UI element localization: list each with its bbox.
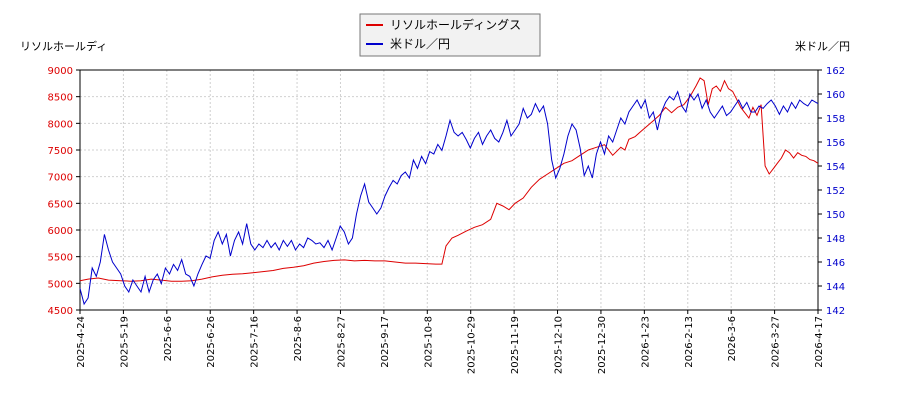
x-tick-label: 2026-3-27 bbox=[771, 316, 782, 368]
left-tick-label: 7500 bbox=[48, 146, 73, 157]
legend-label-1: 米ドル／円 bbox=[390, 37, 450, 51]
left-tick-label: 8500 bbox=[48, 93, 73, 104]
series-line-0 bbox=[79, 77, 819, 282]
x-tick-label: 2025-5-19 bbox=[119, 316, 130, 368]
left-axis-title: リソルホールディ bbox=[20, 39, 107, 53]
series-layer bbox=[79, 77, 819, 306]
legend-label-0: リソルホールディングス bbox=[390, 17, 521, 32]
x-tick-label: 2025-10-29 bbox=[467, 316, 478, 374]
x-tick-label: 2025-6-26 bbox=[206, 316, 217, 368]
left-tick-label: 6000 bbox=[48, 226, 73, 237]
x-tick-label: 2025-4-24 bbox=[76, 316, 87, 368]
right-tick-label: 150 bbox=[826, 210, 845, 221]
x-tick-label: 2025-6-6 bbox=[163, 316, 174, 361]
series-line-1 bbox=[79, 90, 819, 306]
right-tick-label: 146 bbox=[826, 258, 845, 269]
right-tick-label: 158 bbox=[826, 114, 845, 125]
right-axis-ticks: 142 144 146 148 150 152 154 156 158 160 162 bbox=[818, 66, 845, 317]
x-tick-label: 2025-10-8 bbox=[423, 316, 434, 368]
x-tick-label: 2025-9-17 bbox=[380, 316, 391, 368]
grid bbox=[79, 69, 819, 311]
right-tick-label: 142 bbox=[826, 306, 845, 317]
x-tick-label: 2025-7-16 bbox=[250, 316, 261, 368]
x-tick-label: 2025-8-27 bbox=[336, 316, 347, 368]
right-tick-label: 160 bbox=[826, 90, 845, 101]
left-tick-label: 4500 bbox=[48, 306, 73, 317]
left-tick-label: 8000 bbox=[48, 119, 73, 130]
right-tick-label: 144 bbox=[826, 282, 845, 293]
left-tick-label: 5000 bbox=[48, 279, 73, 290]
left-tick-label: 7000 bbox=[48, 173, 73, 184]
x-tick-label: 2025-12-30 bbox=[597, 316, 608, 374]
right-tick-label: 152 bbox=[826, 186, 845, 197]
x-tick-label: 2026-1-23 bbox=[640, 316, 651, 368]
x-tick-label: 2026-4-17 bbox=[814, 316, 825, 368]
x-axis-ticks: 2025-4-24 2025-5-19 2025-6-6 2025-6-26 2025-… bbox=[76, 310, 825, 374]
x-tick-label: 2026-2-13 bbox=[684, 316, 695, 368]
x-tick-label: 2025-8-6 bbox=[293, 316, 304, 361]
right-tick-label: 154 bbox=[826, 162, 845, 173]
x-tick-label: 2026-3-6 bbox=[727, 316, 738, 361]
left-axis-ticks: 4500 5000 5500 6000 6500 7000 7500 8000 8500 9000 bbox=[48, 66, 80, 317]
x-tick-label: 2025-12-10 bbox=[554, 316, 565, 374]
x-tick-label: 2025-11-19 bbox=[510, 316, 521, 374]
right-tick-label: 162 bbox=[826, 66, 845, 77]
right-axis-title: 米ドル／円 bbox=[795, 40, 850, 53]
right-tick-label: 156 bbox=[826, 138, 845, 149]
left-tick-label: 6500 bbox=[48, 199, 73, 210]
legend: リソルホールディングス 米ドル／円 bbox=[359, 13, 541, 57]
left-tick-label: 9000 bbox=[48, 66, 73, 77]
left-tick-label: 5500 bbox=[48, 253, 73, 264]
right-tick-label: 148 bbox=[826, 234, 845, 245]
legend-box bbox=[359, 13, 541, 57]
plot-area bbox=[79, 69, 819, 311]
